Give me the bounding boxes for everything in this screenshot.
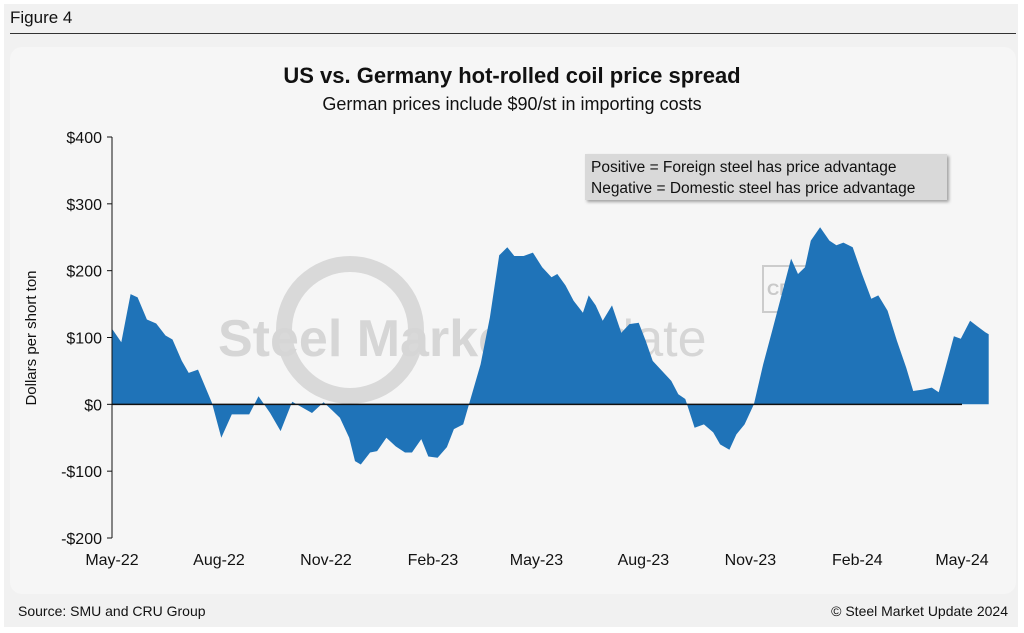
chart-title: US vs. Germany hot-rolled coil price spr… [283,63,741,88]
chart-subtitle: German prices include $90/st in importin… [322,94,702,114]
watermark-bold: Steel Market [218,310,524,368]
y-tick-label: $400 [66,130,102,147]
y-tick-label: -$200 [61,531,102,548]
area-layer [112,227,989,465]
x-tick-label: Aug-23 [618,552,670,569]
y-tick-label: $100 [66,331,102,348]
legend-note: Positive = Foreign steel has price advan… [585,154,947,200]
figure-divider [10,33,1016,34]
figure-label: Figure 4 [10,8,73,27]
copyright-note: © Steel Market Update 2024 [831,603,1008,619]
note-negative: Negative = Domestic steel has price adva… [591,180,916,197]
y-tick-label: $200 [66,264,102,281]
x-tick-label: May-22 [85,552,138,569]
x-tick-label: Feb-24 [832,552,883,569]
x-tick-label: May-24 [935,552,988,569]
area-series-0 [112,227,989,465]
x-tick-label: Nov-22 [300,552,352,569]
y-tick-label: $300 [66,197,102,214]
watermark-ring-icon [276,256,424,404]
y-tick-label: -$100 [61,464,102,481]
x-tick-label: Nov-23 [725,552,777,569]
y-tick-label: $0 [84,397,102,414]
x-tick-label: May-23 [510,552,563,569]
source-note: Source: SMU and CRU Group [18,603,206,619]
axis-layer: -$200 -$100 $0 $100 $200 $300 $400 May-22 Aug-22… [61,130,989,569]
x-tick-label: Feb-23 [408,552,459,569]
note-positive: Positive = Foreign steel has price advan… [591,159,897,176]
y-axis-title: Dollars per short ton [23,270,40,405]
x-tick-label: Aug-22 [193,552,245,569]
